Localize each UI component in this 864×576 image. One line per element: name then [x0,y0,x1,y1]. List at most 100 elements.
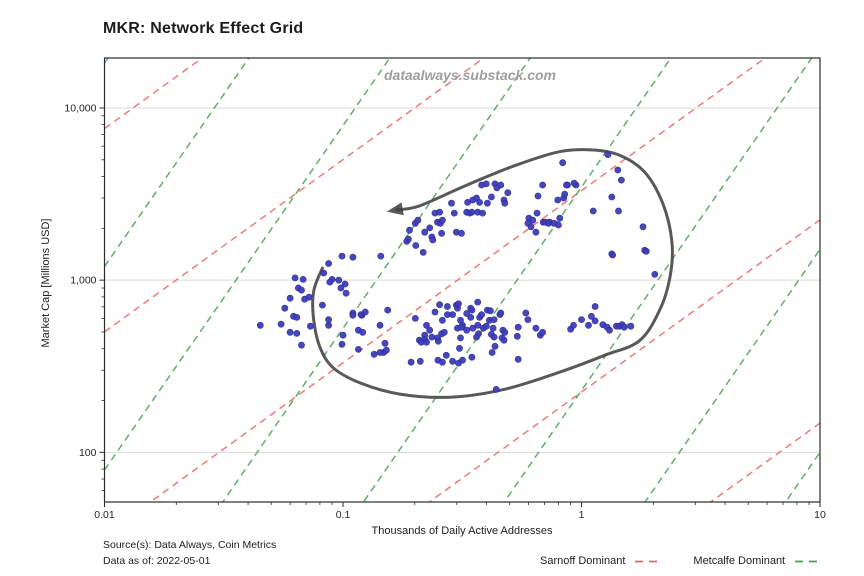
data-point [416,357,424,365]
data-point [349,311,357,319]
data-point [426,326,434,334]
data-point [609,251,616,259]
sarnoff-dash-icon [635,560,661,562]
data-point [338,340,346,348]
data-point [468,306,476,314]
chart-title: MKR: Network Effect Grid [103,20,304,37]
data-point [359,328,367,336]
data-point [591,303,599,310]
legend-label-sarnoff: Sarnoff Dominant [540,555,626,567]
data-point [522,309,530,317]
data-point [556,214,564,222]
data-point [438,216,446,224]
data-point [489,324,497,332]
tick-labels: 0.01 0.1 1 10 100 1,000 10,000 [64,102,826,521]
data-point [570,179,578,187]
data-point [455,300,462,308]
data-point [450,209,458,217]
data-point [298,286,305,294]
data-point [490,333,498,341]
data-point [500,336,508,344]
sarnoff-line [149,58,767,502]
data-point [342,289,350,297]
data-point [438,229,445,237]
data-point [382,346,390,354]
data-point [428,333,436,341]
data-point [482,180,490,188]
svg-text:0.01: 0.01 [94,509,115,521]
data-point [419,248,427,256]
data-point [438,316,446,324]
data-point [306,322,314,330]
data-point [524,316,532,323]
metcalfe-line [104,58,250,267]
data-point [533,209,541,217]
data-point [305,293,313,301]
data-point [490,316,498,323]
data-point [448,199,455,207]
data-point [354,345,362,353]
data-point [256,321,264,329]
data-point [642,247,650,255]
data-point [277,320,285,328]
data-point [554,196,562,204]
gridlines [104,107,820,453]
data-point [286,328,294,336]
sarnoff-line [104,58,204,130]
data-point [298,341,305,349]
data-point [529,216,537,224]
data-point [589,207,597,215]
data-point [377,252,385,260]
data-point [504,189,512,197]
data-point [570,321,577,329]
data-point [325,321,332,329]
metcalfe-line [104,58,391,471]
data-point [370,350,378,358]
data-point [606,326,613,334]
data-point [469,324,477,332]
data-point [449,311,456,318]
data-point [436,208,443,216]
data-point [561,190,569,198]
data-point [458,323,465,331]
scatter-points [256,151,659,393]
data-point [608,193,616,201]
sarnoff-line [104,58,486,333]
trajectory-loop [311,148,675,399]
metcalfe-dash-icon [795,560,821,562]
legend: Sarnoff Dominant Metcalfe Dominant [540,555,821,567]
data-point [325,316,332,323]
axis-ticks [99,107,821,507]
data-point [463,326,471,334]
data-point [474,298,482,306]
metcalfe-line [644,248,820,502]
data-point [492,385,500,393]
data-point [585,321,592,329]
data-point [293,329,301,337]
data-point [325,260,332,267]
data-point [438,358,446,366]
data-point [436,301,443,309]
footer-source: Source(s): Data Always, Coin Metrics [103,539,277,551]
data-point [539,328,546,336]
data-point [376,349,384,356]
data-point [376,321,384,329]
data-point [476,198,483,206]
data-point [457,334,464,342]
footer-as-of: Data as of: 2022-05-01 [103,555,211,567]
data-point [339,331,347,339]
data-point [434,337,442,345]
data-point [341,280,349,288]
data-point [293,313,301,321]
data-point [431,308,439,316]
data-point [604,151,612,158]
data-point [497,181,505,189]
data-point [559,159,567,167]
data-point [491,342,499,350]
metcalfe-line [362,58,672,502]
data-point [532,324,540,332]
data-point [478,311,485,318]
data-point [588,312,595,320]
svg-text:100: 100 [79,447,97,459]
